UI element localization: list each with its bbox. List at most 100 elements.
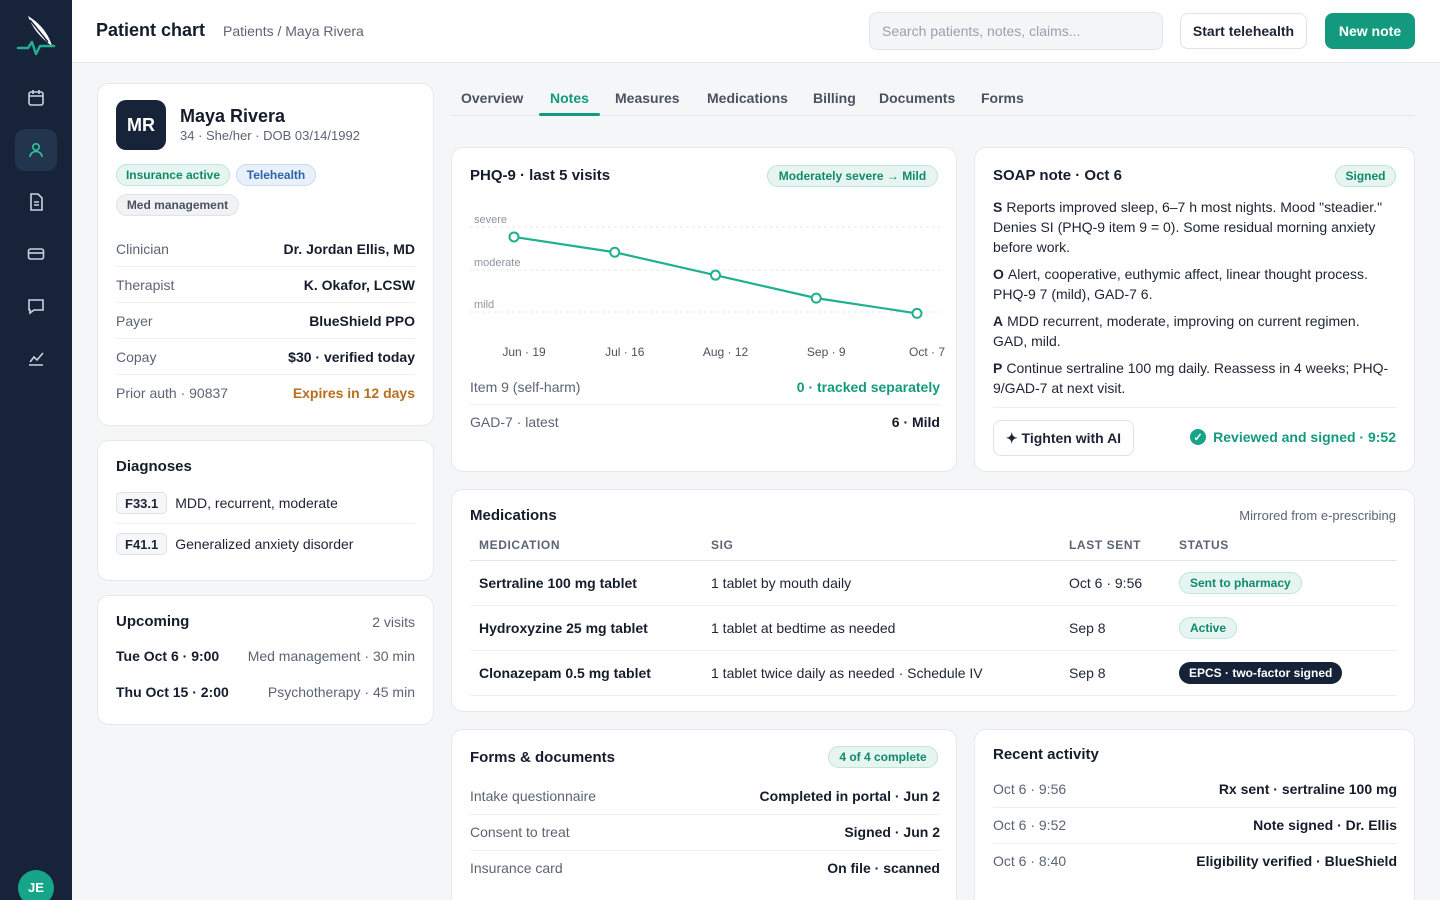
medication-name: Clonazepam 0.5 mg tablet xyxy=(479,665,651,681)
data-point xyxy=(508,231,520,243)
page-title: Patient chart xyxy=(96,20,206,40)
prior-auth-expiry[interactable]: Expires in 12 days xyxy=(292,385,415,401)
divider xyxy=(116,523,415,524)
card-title: Recent activity xyxy=(993,746,1099,763)
activity-row[interactable]: Oct 6 · 9:52 Note signed · Dr. Ellis xyxy=(993,807,1397,843)
tighten-with-ai-button[interactable]: ✦ Tighten with AI xyxy=(993,420,1134,456)
column-header-sig[interactable]: SIG xyxy=(711,538,734,552)
new-note-button[interactable]: New note xyxy=(1325,13,1415,49)
analytics-icon[interactable] xyxy=(15,337,57,379)
divider xyxy=(470,850,940,851)
icd-code: F33.1 xyxy=(116,492,168,514)
soap-key: P xyxy=(993,360,1003,376)
divider xyxy=(470,560,1397,561)
phq-row: GAD-7 · latest 6 · Mild xyxy=(470,407,940,437)
field-value: K. Okafor, LCSW xyxy=(303,277,415,293)
chart-tabs: Overview Notes Measures Medications Bill… xyxy=(451,84,1415,116)
field-value: BlueShield PPO xyxy=(309,313,415,329)
diagnoses-card: Diagnoses F33.1 MDD, recurrent, moderate… xyxy=(97,440,434,581)
card-title: SOAP note · Oct 6 xyxy=(993,167,1122,184)
breadcrumb[interactable]: Patients / Maya Rivera xyxy=(223,23,364,39)
tab-documents[interactable]: Documents xyxy=(879,90,956,106)
check-circle-icon: ✓ xyxy=(1190,429,1207,445)
billing-card-icon[interactable] xyxy=(15,233,57,275)
user-avatar[interactable]: JE xyxy=(18,870,54,900)
card-title: PHQ-9 · last 5 visits xyxy=(470,167,611,184)
search-input[interactable] xyxy=(869,12,1163,50)
data-point xyxy=(710,269,721,281)
form-status: On file · scanned xyxy=(827,860,940,876)
column-header-status[interactable]: STATUS xyxy=(1179,538,1229,552)
activity-row[interactable]: Oct 6 · 9:56 Rx sent · sertraline 100 mg xyxy=(993,771,1397,807)
x-tick-label: Sep · 9 xyxy=(807,345,846,359)
row-label: GAD-7 · latest xyxy=(470,414,559,430)
patient-field-row: Therapist K. Okafor, LCSW xyxy=(116,267,415,303)
x-tick-label: Jun · 19 xyxy=(502,345,546,359)
telehealth-badge: Telehealth xyxy=(236,164,316,186)
messages-icon[interactable] xyxy=(15,285,57,327)
column-header-last-sent[interactable]: LAST SENT xyxy=(1069,538,1142,552)
med-management-badge: Med management xyxy=(116,194,239,216)
form-row[interactable]: Insurance card On file · scanned xyxy=(470,853,940,883)
x-tick-label: Jul · 16 xyxy=(605,345,645,359)
tab-overview[interactable]: Overview xyxy=(461,90,524,106)
visit-count: 2 visits xyxy=(372,614,415,630)
medication-status: Sent to pharmacy xyxy=(1179,572,1302,594)
form-row[interactable]: Consent to treat Signed · Jun 2 xyxy=(470,817,940,847)
soap-text: Reports improved sleep, 6–7 h most night… xyxy=(993,199,1383,255)
insurance-active-badge: Insurance active xyxy=(116,164,230,186)
phq-row: Item 9 (self-harm) 0 · tracked separatel… xyxy=(470,372,940,402)
recent-activity-card: Recent activity Oct 6 · 9:56 Rx sent · s… xyxy=(974,729,1415,900)
brand-logo-icon[interactable] xyxy=(14,12,58,58)
activity-row[interactable]: Oct 6 · 8:40 Eligibility verified · Blue… xyxy=(993,843,1397,879)
medication-last-sent: Oct 6 · 9:56 xyxy=(1069,575,1143,591)
medication-name: Hydroxyzine 25 mg tablet xyxy=(479,620,648,636)
form-label: Consent to treat xyxy=(470,824,570,840)
form-row[interactable]: Intake questionnaire Completed in portal… xyxy=(470,781,940,811)
visit-type: Psychotherapy · 45 min xyxy=(267,684,415,700)
document-icon[interactable] xyxy=(15,181,57,223)
medication-status: Active xyxy=(1179,617,1238,639)
table-row[interactable]: Clonazepam 0.5 mg tablet 1 tablet twice … xyxy=(470,651,1397,696)
table-row[interactable]: Sertraline 100 mg tablet 1 tablet by mou… xyxy=(470,561,1397,606)
field-label: Payer xyxy=(116,313,153,329)
patient-field-row: Prior auth · 90837 Expires in 12 days xyxy=(116,375,415,411)
visit-time: Thu Oct 15 · 2:00 xyxy=(116,684,229,700)
activity-time: Oct 6 · 9:56 xyxy=(993,781,1067,797)
x-tick-label: Aug · 12 xyxy=(703,345,749,359)
diagnosis-row[interactable]: F33.1 MDD, recurrent, moderate xyxy=(116,485,415,521)
upcoming-visit-row[interactable]: Thu Oct 15 · 2:00 Psychotherapy · 45 min xyxy=(116,674,415,710)
diagnosis-row[interactable]: F41.1 Generalized anxiety disorder xyxy=(116,526,415,562)
start-telehealth-button[interactable]: Start telehealth xyxy=(1180,13,1307,49)
patient-name: Maya Rivera xyxy=(180,106,286,126)
soap-assessment: A MDD recurrent, moderate, improving on c… xyxy=(993,311,1397,351)
field-label: Therapist xyxy=(116,277,175,293)
tab-measures[interactable]: Measures xyxy=(615,90,680,106)
medication-sig: 1 tablet by mouth daily xyxy=(711,575,852,591)
medication-sig: 1 tablet at bedtime as needed xyxy=(711,620,896,636)
tab-billing[interactable]: Billing xyxy=(813,90,856,106)
top-bar: Patient chart Patients / Maya Rivera Sta… xyxy=(72,0,1440,63)
soap-plan: P Continue sertraline 100 mg daily. Reass… xyxy=(993,358,1397,398)
medication-status: EPCS · two-factor signed xyxy=(1179,662,1343,684)
calendar-icon[interactable] xyxy=(15,77,57,119)
soap-key: A xyxy=(993,313,1004,329)
card-title: Diagnoses xyxy=(116,458,192,475)
patient-field-row: Payer BlueShield PPO xyxy=(116,303,415,339)
tab-medications[interactable]: Medications xyxy=(707,90,788,106)
band-label: moderate xyxy=(474,257,520,269)
tab-notes[interactable]: Notes xyxy=(550,90,589,106)
column-header-medication[interactable]: MEDICATION xyxy=(479,538,561,552)
card-title: Medications xyxy=(470,507,557,524)
tab-forms[interactable]: Forms xyxy=(981,90,1024,106)
status-badge: EPCS · two-factor signed xyxy=(1179,662,1343,684)
form-status: Signed · Jun 2 xyxy=(844,824,940,840)
signed-text: Reviewed and signed · 9:52 xyxy=(1213,429,1396,445)
upcoming-visit-row[interactable]: Tue Oct 6 · 9:00 Med management · 30 min xyxy=(116,638,415,674)
table-row[interactable]: Hydroxyzine 25 mg tablet 1 tablet at bed… xyxy=(470,606,1397,651)
divider xyxy=(116,266,415,267)
medication-last-sent: Sep 8 xyxy=(1069,620,1106,636)
signed-badge: Signed xyxy=(1335,165,1396,187)
patient-icon[interactable] xyxy=(15,129,57,171)
medications-card: Medications Mirrored from e-prescribing … xyxy=(451,489,1415,712)
